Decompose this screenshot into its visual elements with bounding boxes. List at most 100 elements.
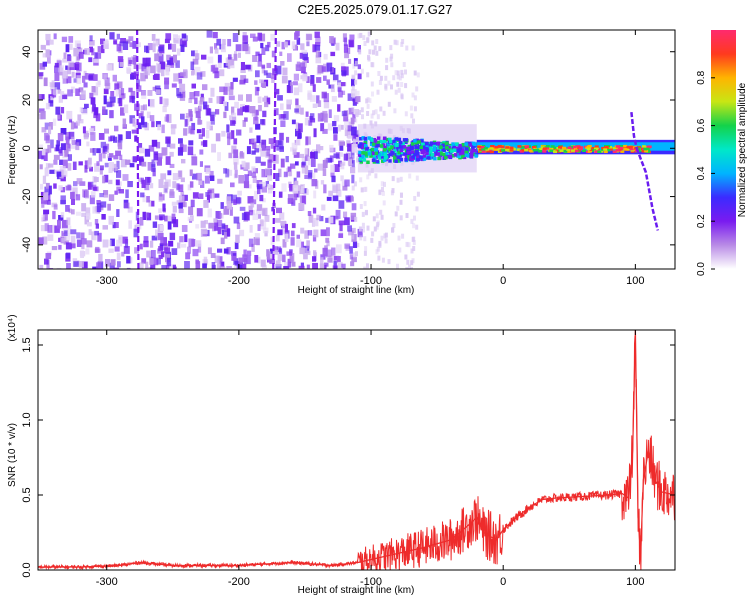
fade-cell [367,31,371,37]
noise-cell [91,184,97,190]
line-cell [594,147,598,150]
noise-cell [261,64,266,69]
noise-cell [293,87,300,96]
noise-cell [71,209,75,215]
fade-cell [381,186,384,192]
noise-cell [95,113,101,122]
noise-cell [273,108,279,116]
noise-cell [324,113,328,123]
noise-cell [216,38,222,46]
noise-cell [125,39,131,44]
fade-cell [389,56,393,62]
noise-cell [260,42,264,49]
noise-cell [149,240,154,248]
noise-cell [219,86,225,93]
noise-cell [241,212,247,220]
noise-cell [262,227,269,234]
noise-cell [112,222,116,229]
band-cell [467,148,471,152]
band-cell [458,146,463,151]
noise-cell [295,122,300,131]
noise-cell [321,66,326,72]
band-cell [421,145,426,149]
noise-cell [80,232,85,240]
noise-cell [286,251,292,256]
noise-cell [267,41,271,48]
noise-cell [228,54,232,60]
line-cell [545,147,550,150]
noise-cell [131,129,137,134]
fade-cell [359,235,363,241]
noise-cell [327,123,333,131]
noise-cell [121,93,126,99]
chart-title: C2E5.2025.079.01.17.G27 [297,2,453,17]
noise-cell [94,230,99,236]
band-cell [424,146,428,151]
noise-cell [277,246,282,253]
fade-cell [356,90,360,96]
noise-cell [97,232,102,242]
line-cell [555,149,560,152]
fade-cell [354,60,358,66]
fade-cell [374,121,378,127]
noise-cell [123,202,130,209]
noise-cell [264,102,269,108]
noise-cell [313,128,317,138]
band-cell [422,154,427,158]
noise-cell [223,224,229,231]
noise-cell [113,136,118,143]
line-cell [501,149,506,152]
fade-cell [360,107,364,113]
band-cell [464,150,469,154]
noise-cell [196,172,202,181]
noise-cell [223,168,228,174]
noise-cell [312,103,318,108]
noise-cell [164,215,168,222]
noise-cell [317,113,324,122]
noise-cell [344,217,350,226]
fade-cell [378,46,382,52]
band-cell [436,152,441,156]
fade-cell [375,268,378,269]
noise-cell [300,43,305,50]
noise-cell [301,157,307,162]
noise-cell [109,96,116,103]
noise-cell [171,213,176,220]
fade-cell [405,267,409,269]
noise-cell [207,56,214,64]
noise-cell [180,177,185,183]
noise-cell [67,225,72,234]
noise-cell [140,192,145,198]
noise-cell [347,125,352,132]
noise-cell [177,242,181,249]
fade-cell [356,111,360,117]
noise-cell [230,182,235,188]
noise-cell [70,191,75,200]
noise-cell [237,190,242,196]
noise-cell [172,264,176,269]
fade-cell [379,209,383,215]
noise-cell [125,159,131,165]
line-cell [521,149,526,152]
noise-cell [127,206,133,213]
noise-cell [96,148,101,154]
noise-cell [258,105,262,112]
noise-cell [219,261,225,267]
noise-cell [146,111,151,119]
fade-cell [389,45,393,51]
noise-cell [85,73,89,80]
line-cell [550,145,555,148]
noise-cell [241,160,246,168]
noise-cell [280,158,285,168]
noise-cell [296,37,301,45]
noise-cell [109,153,114,158]
noise-cell [137,122,142,130]
noise-cell [146,57,151,67]
noise-cell [158,208,162,213]
noise-cell [297,132,302,139]
noise-cell [173,219,179,228]
noise-cell [320,180,325,185]
fade-cell [396,81,400,87]
noise-cell [337,124,342,132]
noise-cell [71,71,75,78]
